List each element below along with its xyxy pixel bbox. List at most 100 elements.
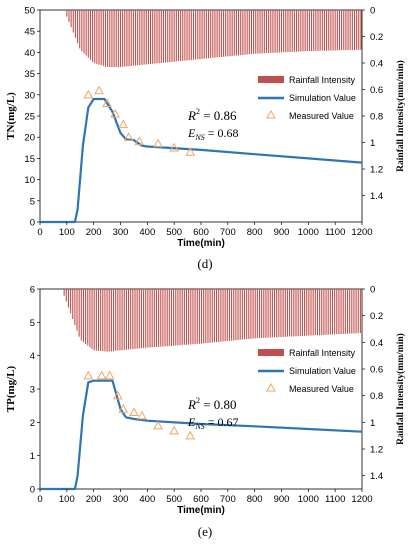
y2-axis-title: Rainfall Intensity(mm/min) [395, 333, 406, 445]
x-tick-label: 0 [37, 494, 42, 505]
x-tick-label: 600 [193, 494, 209, 505]
legend-swatch-measured [266, 109, 276, 119]
measured-point [110, 108, 120, 118]
y-tick-label: 2 [30, 418, 35, 429]
measured-point [123, 132, 134, 141]
y-tick-label: 25 [24, 112, 35, 123]
measured-point [137, 410, 147, 420]
y2-tick-label: 0.8 [370, 391, 383, 402]
y2-tick-label: 1.4 [370, 471, 383, 482]
x-tick-label: 400 [139, 494, 155, 505]
measured-point [134, 136, 145, 146]
r-squared-text: R2 = 0.80 [187, 396, 237, 412]
y2-tick-label: 0.8 [370, 112, 383, 123]
y-tick-label: 10 [24, 175, 35, 186]
x-tick-label: 800 [247, 227, 263, 238]
y2-tick-label: 0.4 [370, 59, 383, 70]
legend-swatch-measured [266, 382, 276, 392]
measured-point [185, 147, 196, 156]
x-tick-label: 200 [86, 227, 102, 238]
y2-tick-label: 0 [370, 6, 375, 17]
y-tick-label: 40 [24, 48, 35, 59]
legend-label-rainfall: Rainfall Intensity [289, 75, 356, 85]
x-tick-label: 1100 [325, 227, 345, 238]
measured-point [83, 89, 94, 99]
y2-tick-label: 0.2 [370, 311, 383, 322]
y-tick-label: 6 [30, 285, 35, 296]
chart-panel-d: 0 100 200 300 400 500 600 700 800 900 1000 1100 1200… [5, 6, 406, 272]
legend-label-simulation: Simulation Value [289, 93, 356, 103]
x-tick-label: 1100 [325, 494, 345, 505]
x-tick-label: 800 [247, 494, 263, 505]
x-tick-label: 1200 [351, 494, 372, 505]
y2-tick-label: 0 [370, 285, 375, 296]
legend-label-rainfall: Rainfall Intensity [289, 348, 356, 358]
fit-statistics: R2 = 0.80 ENS = 0.67 [187, 396, 238, 431]
y2-tick-label: 0.2 [370, 32, 383, 43]
x-axis-title: Time(min) [177, 505, 225, 516]
legend: Rainfall Intensity Simulation Value Measur… [258, 75, 356, 121]
ens-text: ENS = 0.67 [187, 415, 238, 431]
measured-point [112, 390, 123, 400]
x-tick-label: 200 [86, 494, 102, 505]
r-squared-text: R2 = 0.86 [187, 107, 237, 123]
legend-swatch-rainfall [258, 349, 284, 356]
x-tick-label: 300 [113, 227, 129, 238]
y2-tick-label: 1.2 [370, 445, 383, 456]
y-tick-label: 15 [24, 154, 35, 165]
x-tick-label: 1000 [298, 227, 319, 238]
y2-axis-title: Rainfall Intensity(mm/min) [395, 60, 406, 172]
y2-tick-label: 1 [370, 138, 375, 149]
legend-label-simulation: Simulation Value [289, 366, 356, 376]
y2-tick-label: 1.4 [370, 191, 383, 202]
x-tick-label: 900 [274, 494, 290, 505]
y-tick-label: 5 [30, 196, 35, 207]
y-tick-label: 35 [24, 69, 35, 80]
panel-label: (e) [198, 524, 212, 539]
x-tick-label: 700 [220, 227, 236, 238]
y-tick-label: 4 [30, 351, 35, 362]
measured-point [169, 142, 180, 152]
x-tick-label: 1200 [351, 227, 372, 238]
y-axis-title: TP(mg/L) [5, 365, 17, 412]
panel-label: (d) [197, 256, 212, 271]
y2-tick-label: 0.6 [370, 365, 383, 376]
y-tick-label: 3 [30, 385, 35, 396]
x-tick-label: 500 [166, 227, 182, 238]
ens-text: ENS = 0.68 [187, 126, 238, 142]
y2-tick-label: 1 [370, 418, 375, 429]
x-tick-label: 300 [113, 494, 129, 505]
y-tick-label: 30 [24, 90, 35, 101]
x-tick-label: 0 [37, 227, 42, 238]
x-tick-label: 700 [220, 494, 236, 505]
measured-point [185, 430, 196, 440]
measured-point [153, 420, 163, 430]
x-tick-label: 100 [59, 227, 75, 238]
x-axis-title: Time(min) [177, 238, 225, 249]
y-tick-label: 5 [30, 318, 35, 329]
legend-label-measured: Measured Value [289, 384, 354, 394]
measured-point [169, 425, 180, 435]
y-tick-label: 0 [30, 485, 35, 496]
legend-label-measured: Measured Value [289, 111, 354, 121]
y-tick-label: 0 [30, 218, 35, 229]
measured-point [94, 85, 104, 95]
y-tick-label: 50 [24, 6, 35, 17]
measured-point [118, 119, 129, 129]
measured-point [153, 138, 163, 148]
measured-point [118, 403, 129, 413]
x-tick-label: 100 [59, 494, 75, 505]
y-tick-label: 20 [24, 133, 35, 144]
x-tick-label: 900 [274, 227, 290, 238]
fit-statistics: R2 = 0.86 ENS = 0.68 [187, 107, 238, 142]
y-tick-label: 1 [30, 451, 35, 462]
legend: Rainfall Intensity Simulation Value Measur… [258, 348, 356, 394]
measured-point [129, 407, 139, 417]
rainfall-bars [66, 10, 362, 67]
measured-point [102, 98, 112, 107]
y-axis-title: TN(mg/L) [5, 92, 17, 140]
y2-tick-label: 1.2 [370, 165, 383, 176]
rainfall-bars [63, 289, 361, 352]
measured-point [96, 370, 107, 380]
